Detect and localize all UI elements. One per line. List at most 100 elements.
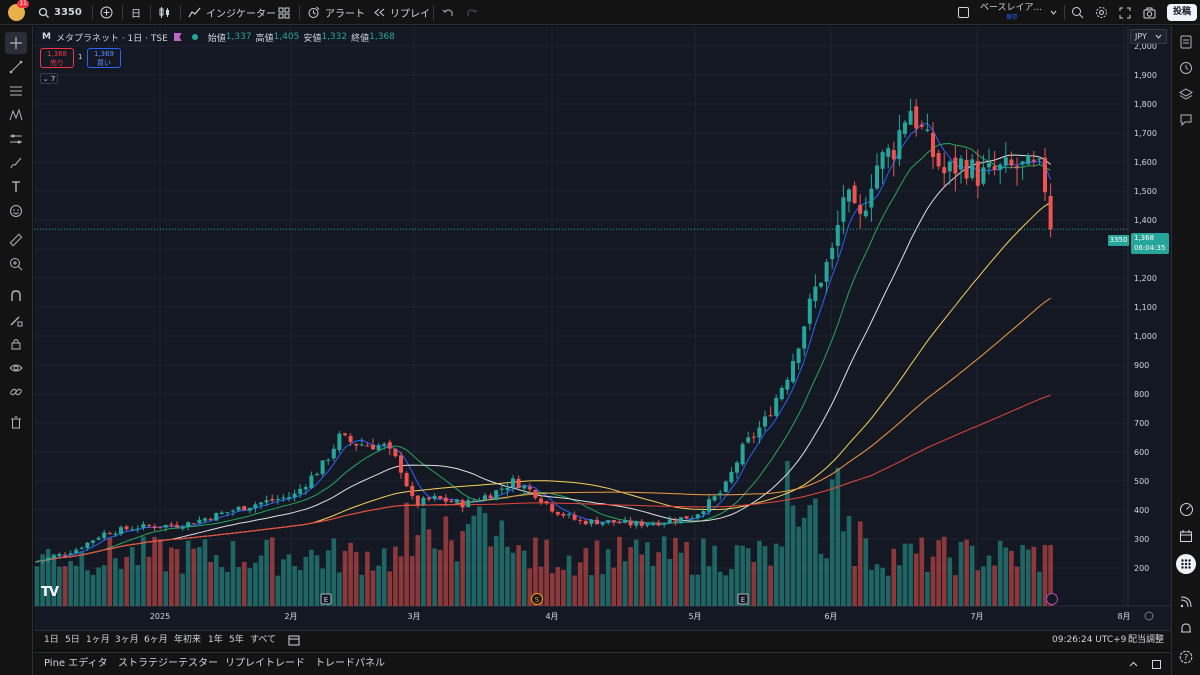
layout-dropdown[interactable] <box>1049 0 1058 25</box>
zoom-tool[interactable] <box>5 253 27 275</box>
indicator-templates-button[interactable] <box>278 0 290 25</box>
alert-button[interactable]: アラート <box>307 0 365 25</box>
last-price: 1,368 <box>1134 234 1155 242</box>
volume-bar <box>258 555 264 606</box>
volume-bar <box>253 562 258 606</box>
alerts-panel-button[interactable] <box>1176 58 1196 78</box>
tab-replay-trade[interactable]: リプレイトレード <box>225 658 305 669</box>
tab-trade-panel[interactable]: トレードパネル <box>315 658 385 669</box>
indicator-collapse-button[interactable]: ⌄ 7 <box>40 73 58 84</box>
layout-select-checkbox[interactable] <box>958 0 969 25</box>
range-5d[interactable]: 5日 <box>65 635 80 645</box>
volume-bar <box>393 546 398 606</box>
range-ytd[interactable]: 年初来 <box>174 635 202 645</box>
volume-bar <box>331 538 337 606</box>
range-1m[interactable]: 1ヶ月 <box>86 635 110 645</box>
volume-bar <box>1003 547 1009 606</box>
range-5y[interactable]: 5年 <box>229 635 244 645</box>
chart-type-button[interactable] <box>158 0 171 25</box>
symbol-title[interactable]: メタプラネット · 1日 · TSE <box>55 33 168 44</box>
range-3m[interactable]: 3ヶ月 <box>115 635 139 645</box>
remove-drawings-tool[interactable] <box>5 412 27 434</box>
compare-symbol-button[interactable] <box>100 0 113 25</box>
avatar[interactable]: 11 <box>8 0 29 21</box>
settings-button[interactable] <box>1095 0 1108 25</box>
volume-bar <box>701 538 706 606</box>
maximize-panel-button[interactable] <box>1151 653 1162 675</box>
watchlist-button[interactable] <box>1176 32 1196 52</box>
magnet-tool[interactable] <box>5 285 27 307</box>
undo-button[interactable] <box>442 0 454 25</box>
chats-button[interactable] <box>1176 110 1196 130</box>
lock-drawings-tool[interactable] <box>5 333 27 355</box>
tradingview-logo-icon[interactable]: TV <box>41 585 59 600</box>
volume-bar <box>566 555 572 606</box>
user-menu[interactable]: 11 <box>8 0 29 25</box>
replay-button[interactable]: リプレイ <box>373 0 430 25</box>
goto-date-button[interactable] <box>288 631 300 650</box>
products-button[interactable] <box>1176 554 1196 574</box>
range-6m[interactable]: 6ヶ月 <box>144 635 168 645</box>
emoji-tool[interactable] <box>5 200 27 222</box>
publish-button[interactable]: 投稿 <box>1167 0 1198 25</box>
candle-body <box>903 122 907 134</box>
volume-bar <box>1048 544 1053 606</box>
flag-icon[interactable] <box>173 33 182 41</box>
calendar-button[interactable] <box>1176 526 1196 546</box>
ideas-button[interactable] <box>1176 499 1196 519</box>
measure-tool[interactable] <box>5 229 27 251</box>
smiley-icon <box>10 205 22 217</box>
currency-select[interactable]: JPY <box>1130 29 1167 44</box>
crosshair-tool[interactable] <box>5 32 27 54</box>
brush-tool[interactable] <box>5 152 27 174</box>
buy-button[interactable]: 1,369 買い <box>87 48 121 68</box>
candle-body <box>494 490 499 500</box>
hide-drawings-tool[interactable] <box>5 357 27 379</box>
time-tick-label: 8月 <box>1117 612 1130 621</box>
quick-search-button[interactable] <box>1071 0 1084 25</box>
volume-bar <box>880 567 885 606</box>
range-all[interactable]: すべて <box>250 635 277 645</box>
top-toolbar: 11 3350 日 インジケーター アラート リプレイ ベースレイア... 保 <box>0 0 1200 25</box>
layout-menu[interactable]: ベースレイア... 保存 <box>980 0 1042 25</box>
snapshot-button[interactable] <box>1143 0 1156 25</box>
volume-bar <box>320 568 325 606</box>
pattern-tool[interactable] <box>5 104 27 126</box>
redo-button[interactable] <box>466 0 478 25</box>
range-1y[interactable]: 1年 <box>208 635 223 645</box>
tab-pine-editor[interactable]: Pine エディタ <box>44 658 108 669</box>
candle-body <box>807 298 812 324</box>
expand-panel-button[interactable] <box>1128 653 1139 675</box>
keep-drawing-tool[interactable] <box>5 309 27 331</box>
object-tree-button[interactable] <box>1176 84 1196 104</box>
volume-bar <box>533 537 538 606</box>
chart-pane[interactable]: 200 300 400 500 600 700 800 900 1,000 1,100 1,200 1… <box>34 26 1171 631</box>
notifications-button[interactable] <box>1176 619 1196 639</box>
pattern-icon <box>9 108 23 121</box>
volume-bar <box>874 564 880 606</box>
trendline-icon <box>9 60 23 74</box>
range-1d[interactable]: 1日 <box>44 635 59 645</box>
tab-strategy-tester[interactable]: ストラテジーテスター <box>118 658 218 669</box>
interval-button[interactable]: 日 <box>131 9 141 20</box>
sync-drawings-tool[interactable] <box>5 381 27 403</box>
dividend-adjust-toggle[interactable]: 配当調整 <box>1128 635 1165 645</box>
candle-body <box>880 152 885 169</box>
candle-body <box>583 520 588 525</box>
candle-body <box>561 513 566 516</box>
help-button[interactable]: ? <box>1176 647 1196 667</box>
text-tool[interactable] <box>5 176 27 198</box>
split-marker <box>531 593 543 605</box>
moving-average-line <box>36 201 1051 562</box>
fib-tool[interactable] <box>5 80 27 102</box>
timezone-clock[interactable]: 09:26:24 UTC+9 <box>1052 635 1127 645</box>
forecast-tool[interactable] <box>5 128 27 150</box>
symbol-search[interactable]: 3350 <box>38 0 82 25</box>
indicators-button[interactable]: インジケーター <box>188 0 276 25</box>
price-chart[interactable]: 200 300 400 500 600 700 800 900 1,000 1,100 1,200 1… <box>34 26 1171 631</box>
fullscreen-button[interactable] <box>1119 0 1131 25</box>
sell-button[interactable]: 1,368 売り <box>40 48 74 68</box>
trendline-tool[interactable] <box>5 56 27 78</box>
signals-button[interactable] <box>1176 592 1196 612</box>
candle-body <box>511 478 515 488</box>
